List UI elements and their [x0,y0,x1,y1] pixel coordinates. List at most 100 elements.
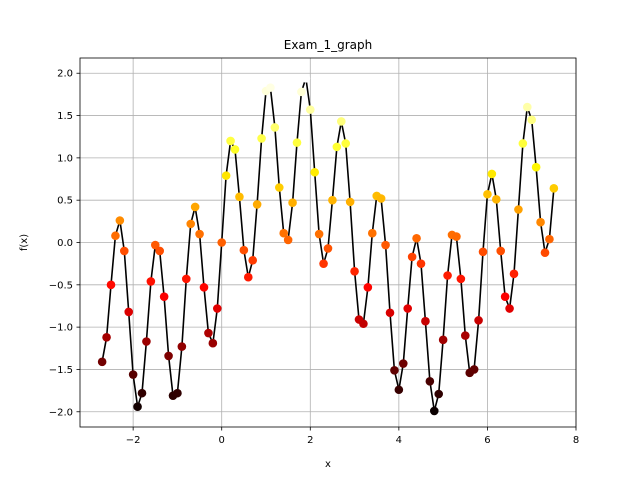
data-point [288,198,297,208]
data-point [549,184,559,193]
y-tick-label: 0.5 [57,196,73,207]
data-point [257,134,266,143]
y-tick-label: −1.0 [49,323,73,334]
data-point [328,195,337,205]
data-point [270,123,280,132]
x-tick-label: 6 [484,435,490,446]
data-point [119,246,129,256]
data-point [514,205,523,214]
data-point [186,219,196,229]
data-point [323,244,333,253]
data-point [407,252,417,262]
data-point [496,246,506,256]
data-point [181,274,191,284]
y-tick-label: 0.0 [57,238,73,249]
data-point [350,266,359,276]
x-tick-label: 4 [396,435,402,446]
data-point [474,316,483,325]
data-point [124,307,134,317]
data-point [522,102,532,112]
data-point [142,337,151,346]
data-point [177,342,187,351]
data-point [518,139,528,148]
y-tick-label: 1.0 [57,153,73,164]
data-point [204,328,213,338]
data-point [332,142,342,152]
data-point [390,365,399,375]
data-point [443,271,452,280]
data-point [545,234,554,244]
data-point [305,105,315,114]
data-point [456,274,466,284]
data-point [452,232,461,241]
data-point [243,272,253,282]
data-point [248,255,258,265]
data-point [483,189,492,199]
data-point [469,365,479,374]
data-point [341,139,351,148]
data-point [500,292,510,301]
x-tick-label: 8 [573,435,579,446]
data-point [164,351,173,361]
data-point [491,195,501,204]
data-point [478,247,488,257]
data-point [381,240,390,250]
data-point [283,235,293,245]
y-axis-ticks: −2.0 −1.5 −1.0 −0.5 0.0 0.5 1.0 1.5 2.0 [49,69,80,418]
data-point [97,357,107,367]
data-point [106,280,116,290]
data-point [102,332,111,342]
data-point [398,359,408,368]
y-tick-label: 1.5 [57,111,73,122]
data-point [505,304,514,313]
scatter-points [97,74,559,416]
data-point [173,388,182,398]
x-tick-label: −2 [126,435,141,446]
data-point [540,248,550,257]
data-point [394,385,404,395]
data-point [217,238,227,247]
data-point [345,197,355,207]
data-point [336,117,346,126]
data-point [460,331,470,340]
data-point [150,240,160,250]
data-point [310,167,320,177]
data-point [208,338,218,348]
chart-title: Exam_1_graph [284,38,373,52]
data-point [239,245,249,255]
data-point [536,217,545,227]
data-point [367,228,377,238]
data-point [146,277,156,286]
y-tick-label: −2.0 [49,407,73,418]
data-point [412,233,421,243]
data-point [155,246,165,256]
data-point [487,169,497,179]
data-point [319,259,328,268]
data-point [115,216,125,225]
data-point [376,194,386,203]
data-point [403,304,413,313]
y-tick-label: 2.0 [57,69,73,80]
y-tick-label: −1.5 [49,365,73,376]
data-point [425,376,435,386]
data-point [221,171,231,180]
data-point [292,138,302,147]
x-tick-label: 0 [219,435,225,446]
x-axis-ticks: −2 0 2 4 6 8 [126,427,579,446]
data-point [111,231,120,241]
data-point [159,292,169,301]
x-axis-label: x [325,459,331,470]
data-point [385,308,395,318]
data-point [416,259,426,268]
data-point [252,200,262,209]
data-point [226,136,235,146]
data-point [509,269,519,279]
data-point [137,388,147,398]
data-point [527,115,537,125]
data-point [297,87,306,97]
data-point [434,389,444,399]
y-tick-label: −0.5 [49,280,73,291]
data-point [301,74,311,83]
data-point [190,202,200,212]
